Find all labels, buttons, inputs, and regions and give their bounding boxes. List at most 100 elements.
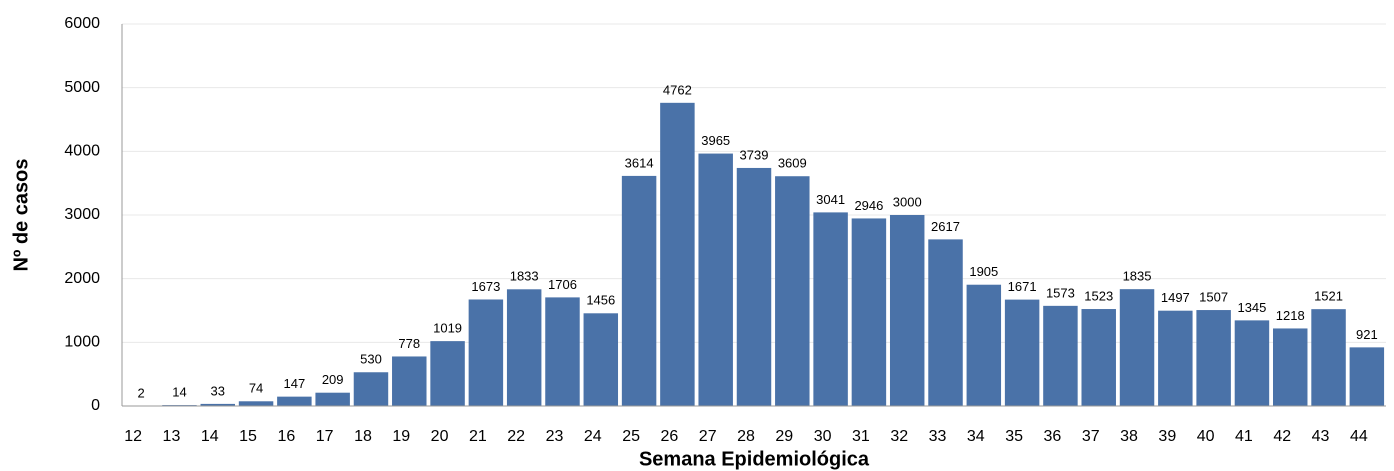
y-tick-label: 1000	[64, 334, 100, 351]
data-label: 1523	[1084, 288, 1113, 303]
data-label: 33	[211, 383, 225, 398]
x-tick-label: 27	[699, 428, 717, 445]
data-label: 2946	[854, 198, 883, 213]
bar	[889, 215, 925, 406]
x-tick-label: 36	[1044, 428, 1062, 445]
data-label: 1507	[1199, 289, 1228, 304]
bar	[736, 167, 772, 406]
x-axis-title: Semana Epidemiológica	[639, 448, 870, 470]
bar	[1119, 289, 1155, 406]
x-tick-label: 13	[163, 428, 181, 445]
bar	[238, 401, 274, 406]
y-tick-label: 3000	[64, 206, 100, 223]
bar	[315, 392, 350, 406]
x-tick-label: 15	[239, 428, 257, 445]
x-tick-label: 12	[124, 428, 142, 445]
x-tick-label: 14	[201, 428, 219, 445]
data-label: 209	[322, 372, 344, 387]
data-label: 1673	[471, 279, 500, 294]
data-label: 3739	[740, 147, 769, 162]
data-label: 921	[1356, 327, 1378, 342]
x-tick-label: 30	[814, 428, 832, 445]
bar	[966, 284, 1002, 406]
x-tick-label: 44	[1350, 428, 1368, 445]
bar	[660, 102, 695, 406]
x-tick-label: 28	[737, 428, 755, 445]
bar	[468, 299, 504, 406]
bar	[430, 341, 465, 406]
y-axis-title: Nº de casos	[10, 159, 32, 272]
y-tick-label: 2000	[64, 270, 100, 287]
data-label: 1905	[969, 264, 998, 279]
bar	[392, 356, 427, 406]
y-tick-label: 5000	[64, 79, 100, 96]
y-tick-label: 0	[91, 397, 100, 414]
bar	[1004, 299, 1040, 406]
y-tick-label: 4000	[64, 143, 100, 160]
data-label: 1573	[1046, 285, 1075, 300]
x-tick-label: 18	[354, 428, 372, 445]
bar	[1196, 310, 1231, 406]
x-tick-label: 43	[1312, 428, 1330, 445]
data-label: 2	[138, 385, 145, 400]
bar	[1234, 320, 1270, 406]
x-tick-label: 16	[277, 428, 295, 445]
data-label: 778	[398, 336, 420, 351]
bar	[545, 297, 580, 406]
bar	[1043, 305, 1078, 406]
data-label: 1833	[510, 269, 539, 284]
data-label: 530	[360, 352, 382, 367]
x-tick-label: 34	[967, 428, 985, 445]
x-tick-label: 24	[584, 428, 602, 445]
data-label: 3965	[701, 133, 730, 148]
data-label: 1218	[1276, 308, 1305, 323]
data-label: 2617	[931, 219, 960, 234]
bar	[1273, 328, 1308, 406]
x-tick-label: 17	[316, 428, 334, 445]
bar	[698, 153, 733, 406]
data-label: 1345	[1237, 300, 1266, 315]
bar	[583, 313, 619, 406]
x-tick-label: 41	[1235, 428, 1253, 445]
bar	[621, 175, 657, 406]
data-label: 147	[284, 376, 306, 391]
data-label: 14	[172, 385, 186, 400]
data-label: 1497	[1161, 290, 1190, 305]
data-label: 1456	[586, 293, 615, 308]
bar	[1349, 347, 1385, 406]
bar	[1311, 309, 1346, 406]
data-label: 3000	[893, 194, 922, 209]
x-tick-label: 42	[1273, 428, 1291, 445]
x-tick-label: 40	[1197, 428, 1215, 445]
x-tick-label: 20	[431, 428, 449, 445]
x-tick-label: 19	[392, 428, 410, 445]
x-tick-label: 26	[660, 428, 678, 445]
x-tick-label: 35	[1005, 428, 1023, 445]
x-tick-label: 23	[546, 428, 564, 445]
x-tick-label: 39	[1158, 428, 1176, 445]
data-label: 3614	[625, 155, 654, 170]
data-label: 74	[249, 381, 263, 396]
x-tick-label: 37	[1082, 428, 1100, 445]
bar	[775, 176, 810, 406]
data-label: 1671	[1008, 279, 1037, 294]
x-tick-label: 33	[929, 428, 947, 445]
bar	[200, 403, 235, 406]
bar	[928, 239, 963, 406]
y-tick-label: 6000	[64, 15, 100, 32]
data-label: 3041	[816, 192, 845, 207]
data-label: 1835	[1123, 269, 1152, 284]
bar	[353, 372, 389, 406]
bar	[506, 289, 542, 406]
x-tick-label: 25	[622, 428, 640, 445]
bar	[851, 218, 887, 406]
x-tick-label: 38	[1120, 428, 1138, 445]
data-label: 1706	[548, 277, 577, 292]
x-tick-label: 21	[469, 428, 487, 445]
data-label: 1521	[1314, 289, 1343, 304]
x-tick-label: 29	[775, 428, 793, 445]
x-tick-label: 22	[507, 428, 525, 445]
data-label: 4762	[663, 82, 692, 97]
bar	[277, 396, 312, 406]
